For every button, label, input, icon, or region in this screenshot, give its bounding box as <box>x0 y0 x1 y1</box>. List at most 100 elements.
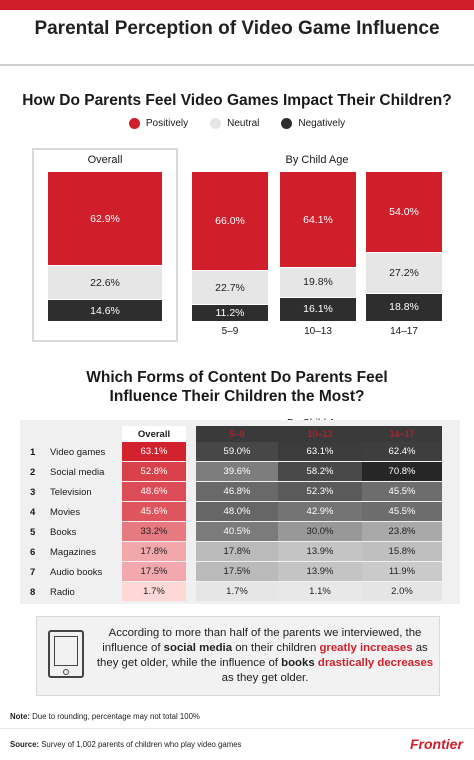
row-rank: 3 <box>30 486 36 498</box>
row-label: Television <box>50 486 92 498</box>
row-rank: 5 <box>30 526 36 538</box>
source-text: Survey of 1,002 parents of children who … <box>39 740 242 749</box>
table-cell: 23.8% <box>362 522 442 541</box>
row-label: Social media <box>50 466 105 478</box>
age-group-label: 5–9 <box>221 326 239 337</box>
table-cell: 11.9% <box>362 562 442 581</box>
table-cell: 52.3% <box>278 482 362 501</box>
bar-segment-positively: 66.0% <box>192 172 268 271</box>
page-title: Parental Perception of Video Game Influe… <box>34 18 440 39</box>
table-cell: 17.8% <box>196 542 278 561</box>
row-rank: 6 <box>30 546 36 558</box>
column-header-age: 5–9 <box>196 426 278 442</box>
note-label: Note: <box>10 712 30 721</box>
callout-highlight: books <box>281 657 315 669</box>
table-cell: 33.2% <box>122 522 186 541</box>
legend-swatch-neutral <box>210 118 222 129</box>
row-rank: 4 <box>30 506 36 518</box>
table-cell: 59.0% <box>196 442 278 461</box>
table-cell: 52.8% <box>122 462 186 481</box>
bar-segment-neutral: 27.2% <box>366 253 442 293</box>
row-label: Video games <box>50 446 106 458</box>
row-label: Books <box>50 526 77 538</box>
bar-segment-negatively: 18.8% <box>366 293 442 321</box>
table-cell: 1.1% <box>278 582 362 601</box>
legend-swatch-negatively <box>281 118 293 129</box>
legend-item-negatively: Negatively <box>281 118 345 129</box>
table-cell: 45.5% <box>362 502 442 521</box>
table-cell: 30.0% <box>278 522 362 541</box>
callout-box <box>36 616 440 696</box>
row-rank: 1 <box>30 446 36 458</box>
source: Source: Survey of 1,002 parents of child… <box>10 740 241 749</box>
table-cell: 58.2% <box>278 462 362 481</box>
legend-item-neutral: Neutral <box>210 118 259 129</box>
note-text: Due to rounding, percentage may not tota… <box>29 712 200 721</box>
row-rank: 7 <box>30 566 36 578</box>
table-cell: 48.6% <box>122 482 186 501</box>
callout-highlight: drastically decreases <box>317 657 434 669</box>
bar-segment-positively: 54.0% <box>366 172 442 252</box>
table-cell: 63.1% <box>278 442 362 461</box>
legend-swatch-positively <box>128 118 140 129</box>
table-cell: 62.4% <box>362 442 442 461</box>
column-header-age: 10–13 <box>278 426 362 442</box>
source-label: Source: <box>10 740 40 749</box>
table-cell: 13.9% <box>278 562 362 581</box>
table-cell: 2.0% <box>362 582 442 601</box>
table-cell: 1.7% <box>122 582 186 601</box>
bar-segment-neutral: 22.7% <box>192 271 268 305</box>
overall-column-title: Overall <box>87 154 123 166</box>
legend-label: Negatively <box>298 118 346 129</box>
row-label: Audio books <box>50 566 103 578</box>
bar-segment-positively: 62.9% <box>48 172 162 266</box>
table-cell: 45.5% <box>362 482 442 501</box>
callout-part: According to more than half of the paren… <box>102 627 422 654</box>
header-banner <box>0 0 474 66</box>
bar-segment-neutral: 19.8% <box>280 268 356 297</box>
row-rank: 8 <box>30 586 36 598</box>
table-cell: 40.5% <box>196 522 278 541</box>
row-label: Magazines <box>50 546 96 558</box>
bar-segment-neutral: 22.6% <box>48 266 162 300</box>
section1-title: How Do Parents Feel Video Games Impact T… <box>22 92 452 109</box>
table-cell: 1.7% <box>196 582 278 601</box>
legend-item-positively: Positively <box>128 118 189 129</box>
section2-title-line1: Which Forms of Content Do Parents Feel <box>86 369 388 386</box>
age-group-label: 10–13 <box>304 326 332 337</box>
table-cell: 45.6% <box>122 502 186 521</box>
footer <box>0 728 474 760</box>
callout-part: as they get older. <box>221 672 309 684</box>
callout-highlight: social media <box>163 642 233 654</box>
callout-part: as they get older, while the influence o… <box>96 642 428 669</box>
callout-part: on their children <box>232 642 320 654</box>
table-cell: 13.9% <box>278 542 362 561</box>
table-cell: 39.6% <box>196 462 278 481</box>
bar-segment-positively: 64.1% <box>280 172 356 268</box>
row-label: Radio <box>50 586 75 598</box>
section2-title-line2: Influence Their Children the Most? <box>109 388 365 405</box>
frontier-logo: Frontier <box>410 736 463 752</box>
legend: Positively Neutral Negatively <box>0 118 474 129</box>
callout-highlight: greatly increases <box>319 642 413 654</box>
table-cell: 17.8% <box>122 542 186 561</box>
note: Note: Due to rounding, percentage may no… <box>10 712 200 721</box>
tablet-icon <box>48 630 84 678</box>
table-cell: 17.5% <box>122 562 186 581</box>
legend-label: Neutral <box>227 118 260 129</box>
by-child-age-title: By Child Age <box>285 154 349 166</box>
row-rank: 2 <box>30 466 36 478</box>
legend-label: Positively <box>145 118 189 129</box>
bar-segment-negatively: 16.1% <box>280 297 356 321</box>
table-cell: 46.8% <box>196 482 278 501</box>
column-header-age: 14–17 <box>362 426 442 442</box>
bar-segment-negatively: 14.6% <box>48 300 162 321</box>
table-cell: 15.8% <box>362 542 442 561</box>
callout-text: According to more than half of the paren… <box>94 626 436 686</box>
table-cell: 42.9% <box>278 502 362 521</box>
row-label: Movies <box>50 506 81 518</box>
section2-title: Which Forms of Content Do Parents Feel I… <box>0 368 474 406</box>
bar-segment-negatively: 11.2% <box>192 305 268 321</box>
table-cell: 63.1% <box>122 442 186 461</box>
age-group-label: 14–17 <box>390 326 418 337</box>
